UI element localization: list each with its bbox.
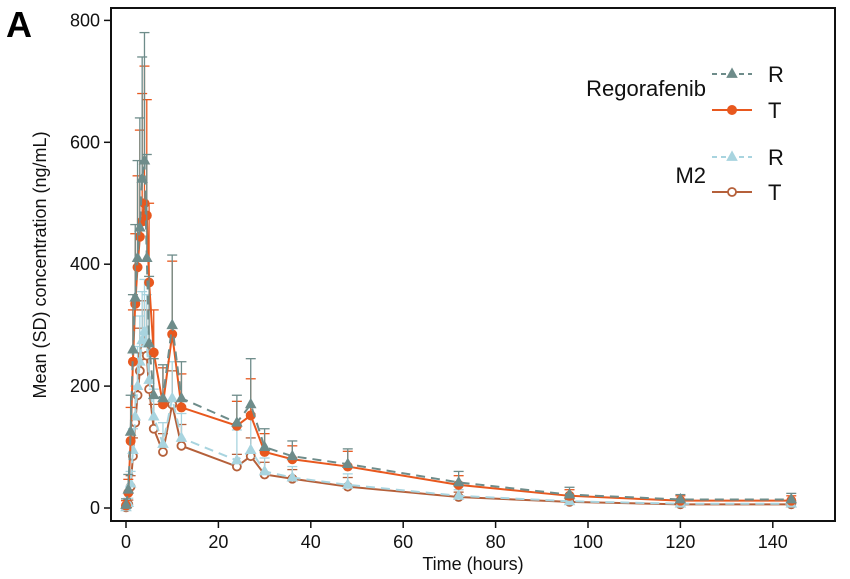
data-point (176, 440, 187, 451)
data-point (175, 431, 188, 442)
data-point (157, 437, 169, 448)
data-point (131, 251, 144, 263)
y-axis-title: Mean (SD) concentration (ng/mL) (30, 131, 50, 398)
series-line (125, 203, 792, 506)
data-point (129, 291, 142, 302)
data-point (166, 391, 178, 403)
series-layer (120, 31, 798, 513)
legend-entry-label: R (768, 145, 784, 170)
data-point (341, 478, 354, 489)
data-point (231, 416, 243, 427)
data-point (258, 464, 271, 476)
data-point (136, 172, 148, 183)
series-line (125, 160, 792, 506)
data-point (244, 397, 257, 409)
data-point (147, 388, 160, 400)
y-tick-label: 400 (70, 254, 100, 274)
x-tick-label: 100 (573, 532, 603, 552)
panel-label: A (6, 4, 32, 45)
legend-marker (727, 105, 737, 115)
data-point (166, 318, 178, 330)
series-line (125, 331, 792, 508)
legend-entry-label: T (768, 180, 781, 205)
data-point (175, 391, 188, 403)
data-point (140, 251, 153, 263)
y-tick-label: 800 (70, 10, 100, 30)
data-point (131, 379, 144, 391)
data-point (286, 449, 299, 461)
data-point (127, 342, 139, 354)
data-point (258, 440, 271, 451)
data-point (138, 153, 151, 165)
data-point (120, 498, 132, 509)
x-tick-label: 0 (121, 532, 131, 552)
data-point (452, 475, 465, 487)
legend-group-m2: M2 RT (675, 145, 783, 205)
x-tick-label: 20 (208, 532, 228, 552)
data-point (143, 336, 155, 348)
data-point (231, 453, 243, 465)
series-regorafenib-t (121, 65, 797, 511)
data-point (138, 324, 151, 336)
x-tick-label: 40 (301, 532, 321, 552)
data-point (563, 487, 576, 499)
data-point (158, 447, 168, 457)
legend-entry-label: R (768, 62, 784, 87)
data-point (452, 489, 465, 500)
x-axis: 0 20 40 60 80 100 120 140 (121, 521, 788, 552)
data-point (148, 347, 159, 358)
y-axis: 0 200 400 600 800 (70, 10, 111, 518)
x-tick-label: 80 (486, 532, 506, 552)
legend-entry-label: T (768, 98, 781, 123)
data-point (122, 483, 135, 494)
data-point (674, 492, 687, 504)
data-point (129, 409, 142, 421)
data-point (341, 457, 354, 469)
data-point (785, 492, 798, 504)
x-tick-label: 140 (758, 532, 788, 552)
data-point (244, 443, 257, 455)
x-tick-label: 60 (393, 532, 413, 552)
data-point (124, 425, 137, 436)
x-tick-label: 120 (665, 532, 695, 552)
legend-group-regorafenib: Regorafenib RT (586, 62, 784, 123)
data-point (176, 402, 187, 413)
series-regorafenib-r (120, 31, 798, 509)
legend-group-label: M2 (675, 163, 706, 188)
plot-frame (110, 7, 836, 522)
y-tick-label: 0 (90, 498, 100, 518)
data-point (134, 221, 146, 232)
data-point (286, 470, 299, 482)
data-point (147, 409, 160, 421)
x-axis-title: Time (hours) (422, 554, 523, 574)
data-point (157, 391, 169, 403)
legend-marker (726, 150, 738, 161)
legend-group-label: Regorafenib (586, 76, 706, 101)
data-point (167, 329, 178, 340)
legend-marker (726, 67, 738, 78)
legend-marker (727, 187, 737, 197)
y-tick-label: 600 (70, 132, 100, 152)
y-tick-label: 200 (70, 376, 100, 396)
